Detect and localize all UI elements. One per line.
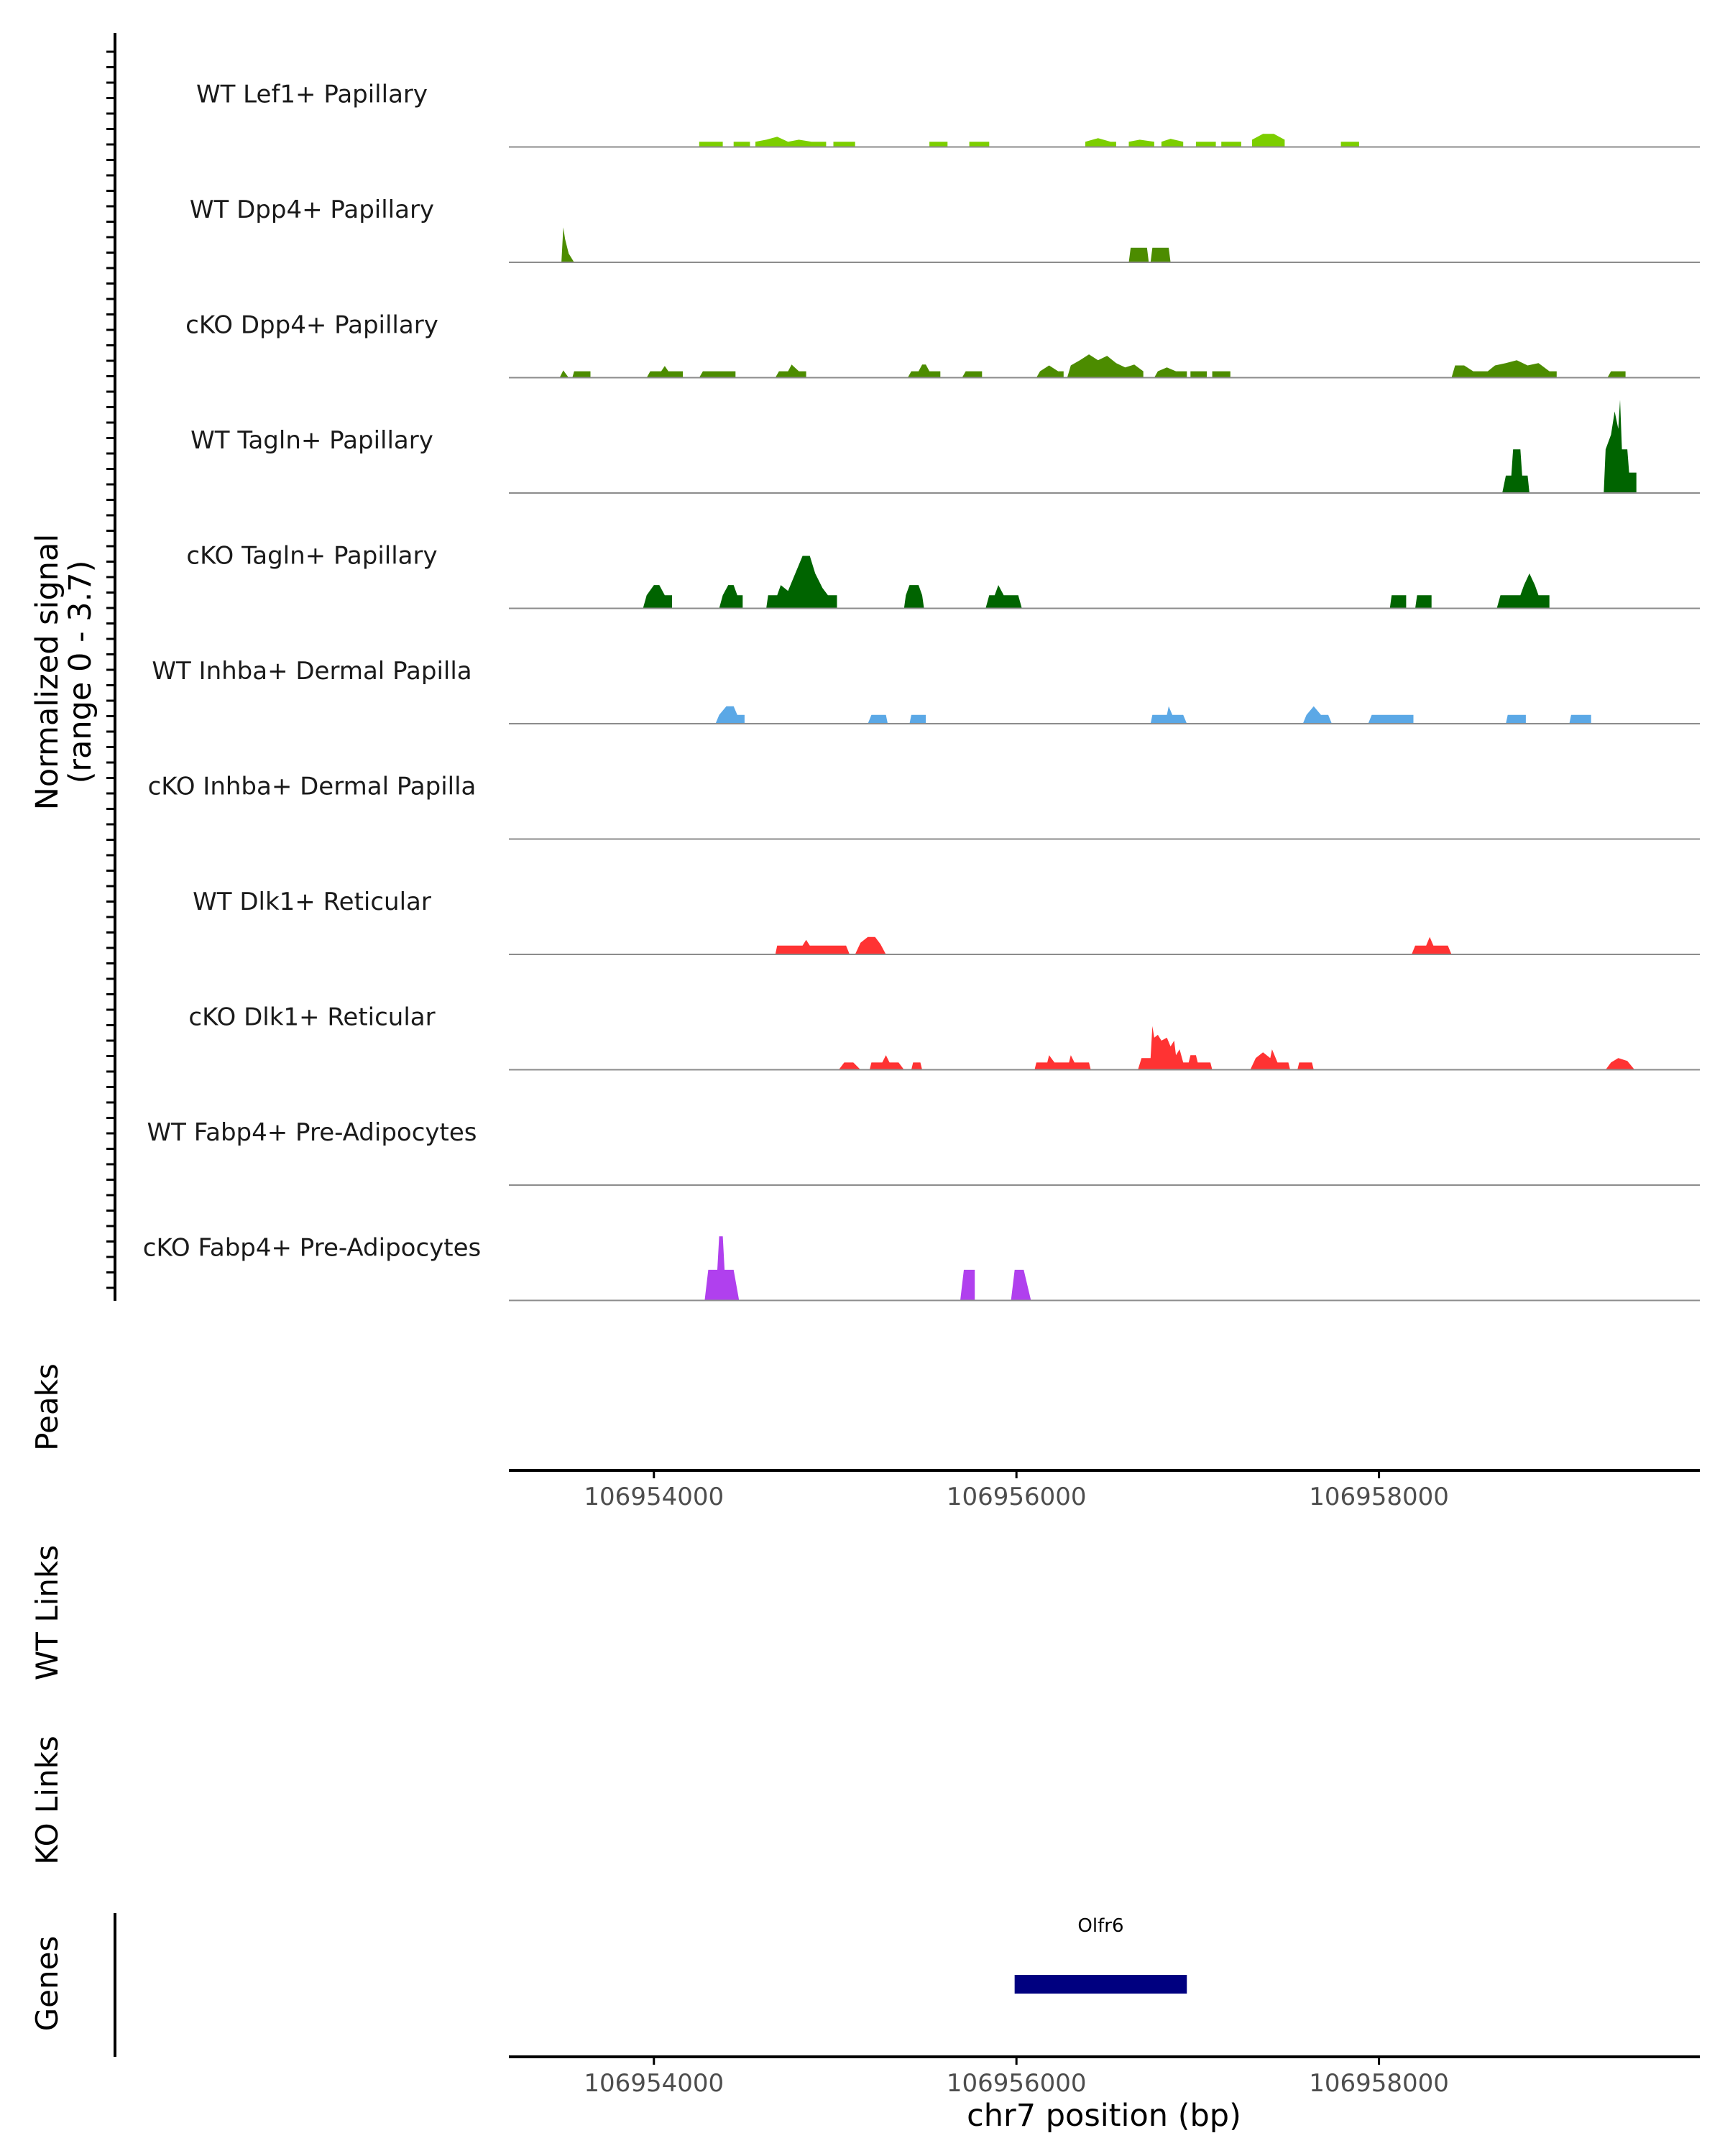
track-cko-fabp4-pre-adipocytes: cKO Fabp4+ Pre-Adipocytes (143, 1234, 1700, 1302)
track-label: WT Inhba+ Dermal Papilla (152, 657, 472, 686)
coverage-area-wt-lef1-papillary (699, 134, 1359, 147)
signal-axis-ticks (106, 50, 115, 1289)
track-cko-dlk1-reticular: cKO Dlk1+ Reticular (188, 1003, 1700, 1071)
peaks-x-tick-label: 106954000 (584, 1483, 724, 1511)
track-wt-dlk1-reticular: WT Dlk1+ Reticular (193, 888, 1700, 955)
gene-label-olfr6: Olfr6 (1077, 1915, 1123, 1937)
coverage-area-wt-dlk1-reticular (775, 936, 1452, 954)
track-label: cKO Tagln+ Papillary (186, 542, 437, 571)
coverage-area-cko-tagln-papillary (643, 556, 1550, 609)
gene-bar-olfr6 (1014, 1975, 1187, 1994)
track-wt-dpp4-papillary: WT Dpp4+ Papillary (190, 195, 1700, 263)
track-label: WT Lef1+ Papillary (196, 80, 428, 109)
track-cko-tagln-papillary: cKO Tagln+ Papillary (186, 542, 1700, 609)
coverage-tracks: WT Lef1+ Papillary WT Dpp4+ Papillary cKO … (143, 80, 1700, 1302)
track-label: cKO Fabp4+ Pre-Adipocytes (143, 1234, 482, 1263)
signal-axis (106, 33, 116, 1301)
wt-links-panel-title: WT Links (29, 1545, 65, 1680)
coverage-area-cko-dpp4-papillary (559, 354, 1626, 378)
genes-panel-title: Genes (29, 1936, 65, 2032)
track-label: WT Tagln+ Papillary (190, 426, 433, 455)
peaks-x-tick-label: 106956000 (947, 1483, 1087, 1511)
genes-x-tick-label: 106954000 (584, 2069, 724, 2098)
y-axis-title-line-1: Normalized signal (29, 534, 65, 811)
gene-annotations: Olfr6 (1014, 1915, 1187, 1994)
x-axis-title: chr7 position (bp) (967, 2098, 1241, 2134)
peaks-x-axis-ticks: 106954000 106956000 106958000 (584, 1470, 1449, 1511)
track-wt-fabp4-pre-adipocytes: WT Fabp4+ Pre-Adipocytes (147, 1118, 1700, 1186)
coverage-area-cko-dlk1-reticular (839, 1026, 1637, 1070)
genes-x-tick-label: 106958000 (1309, 2069, 1449, 2098)
track-label: cKO Inhba+ Dermal Papilla (148, 773, 477, 801)
genes-x-tick-label: 106956000 (947, 2069, 1087, 2098)
track-cko-inhba-dermal-papilla: cKO Inhba+ Dermal Papilla (148, 773, 1700, 840)
coverage-area-wt-tagln-papillary (1502, 400, 1637, 493)
track-wt-tagln-papillary: WT Tagln+ Papillary (190, 400, 1700, 494)
track-label: WT Fabp4+ Pre-Adipocytes (147, 1118, 477, 1147)
track-wt-lef1-papillary: WT Lef1+ Papillary (196, 80, 1700, 148)
coverage-area-wt-inhba-dermal-papilla (715, 706, 1591, 724)
genes-x-axis-ticks: 106954000 106956000 106958000 (584, 2057, 1449, 2098)
y-axis-title-line-2: (range 0 - 3.7) (63, 561, 98, 784)
track-label: WT Dlk1+ Reticular (193, 888, 431, 916)
ko-links-panel-title: KO Links (29, 1736, 65, 1865)
track-label: cKO Dlk1+ Reticular (188, 1003, 435, 1032)
peaks-panel-title: Peaks (29, 1363, 65, 1451)
track-cko-dpp4-papillary: cKO Dpp4+ Papillary (185, 311, 1700, 379)
track-label: WT Dpp4+ Papillary (190, 195, 434, 224)
track-label: cKO Dpp4+ Papillary (185, 311, 438, 340)
coverage-area-wt-dpp4-papillary (561, 227, 1171, 262)
peaks-x-tick-label: 106958000 (1309, 1483, 1449, 1511)
track-wt-inhba-dermal-papilla: WT Inhba+ Dermal Papilla (152, 657, 1700, 724)
coverage-area-cko-fabp4-pre-adipocytes (704, 1236, 1031, 1301)
